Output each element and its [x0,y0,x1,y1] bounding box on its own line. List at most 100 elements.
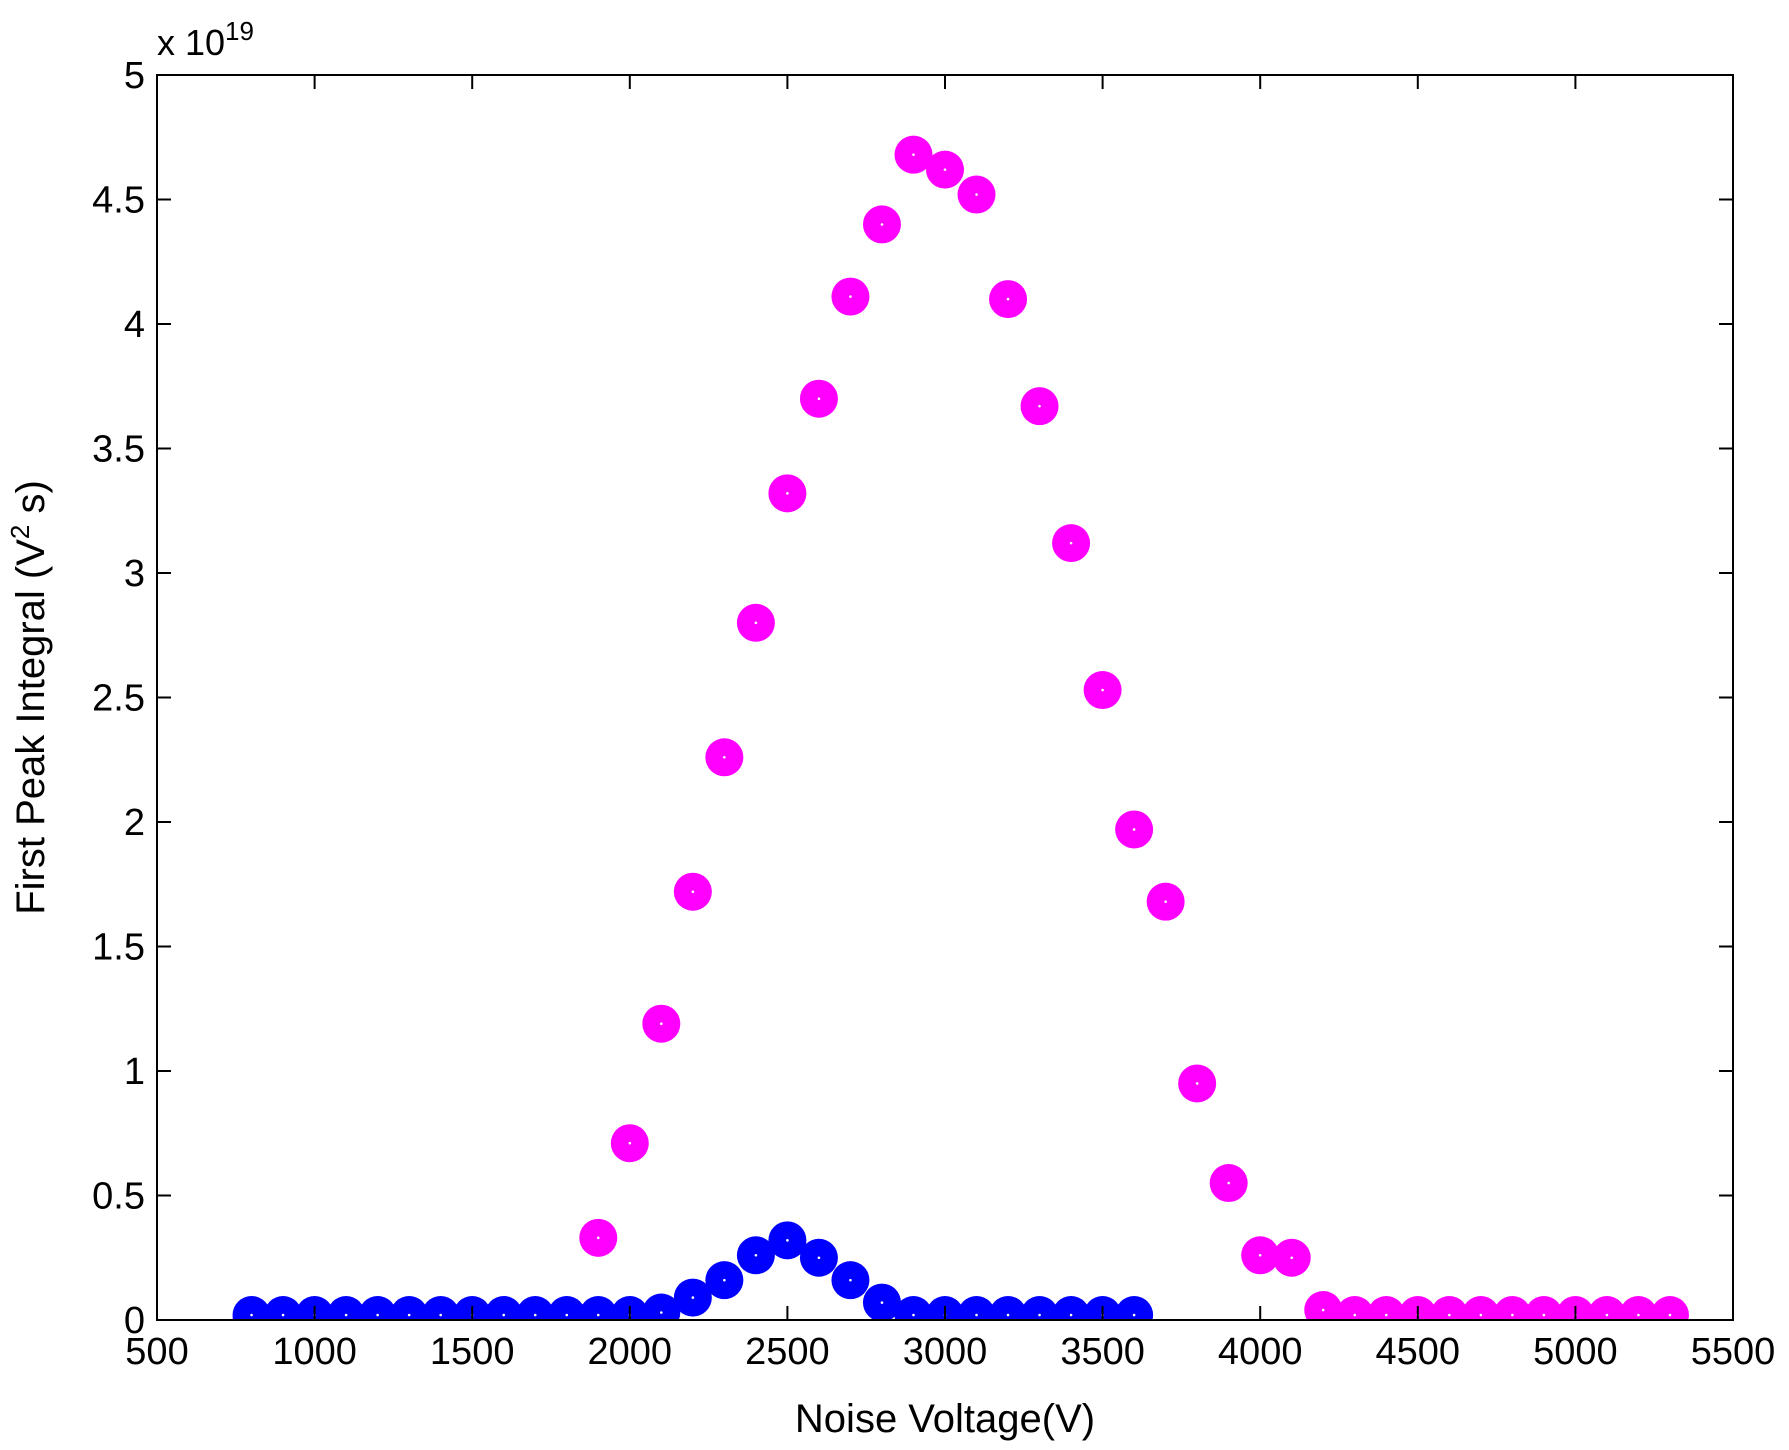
y-axis-multiplier-exponent: 19 [225,16,254,46]
x-tick-label: 3000 [903,1331,988,1373]
y-tick-label: 4.5 [92,180,145,222]
data-point-center [1605,1313,1609,1317]
data-point-center [754,621,758,625]
y-tick-label: 1.5 [92,927,145,969]
data-point-center [1227,1181,1230,1185]
x-tick-label: 2500 [745,1331,830,1373]
data-point-center [1290,1256,1294,1260]
y-tick-label: 2.5 [92,678,145,720]
data-point-center [1542,1313,1546,1317]
y-tick-label: 0.5 [92,1176,145,1218]
data-point-center [817,397,821,401]
data-point [1430,1296,1469,1320]
data-point-center [691,1296,695,1299]
data-point [1367,1296,1406,1320]
data-point-center [1353,1313,1357,1317]
data-point-center [439,1313,442,1317]
y-tick-label: 1 [124,1051,145,1093]
data-point-center [1479,1313,1483,1317]
y-tick-label: 3 [124,553,145,595]
data-point [421,1296,460,1320]
data-point-center [660,1311,663,1314]
data-point-center [1384,1313,1388,1317]
data-point-center [849,295,852,298]
data-point [1304,1291,1343,1320]
data-point-center [1448,1313,1451,1317]
x-tick-label: 5500 [1691,1331,1776,1373]
series-1 [232,1221,1154,1320]
data-point-center [1132,828,1136,831]
axes: 500 1000 1500 2000 2500 3000 3500 4000 4500 5000 5… [92,55,1775,1373]
y-tick-label: 0 [124,1300,145,1342]
data-point-center [1069,541,1073,545]
data-point-center [565,1313,569,1317]
data-point-center [786,492,789,495]
data-point-center [1006,297,1010,301]
x-tick-label: 5000 [1533,1331,1618,1373]
y-axis-label-tail: s) [9,480,53,524]
data-point-center [660,1022,663,1025]
data-point [894,1296,933,1320]
x-tick-label: 4000 [1218,1331,1303,1373]
data-point-center [943,168,947,171]
axes-frame [156,74,1734,1321]
data-point [957,1296,996,1320]
data-point-center [754,1253,758,1257]
y-tick-label: 4 [124,304,145,346]
data-point-center [1258,1253,1262,1257]
data-point-center [786,1239,789,1242]
data-point [579,1296,618,1320]
data-point-center [1164,900,1167,903]
y-axis-ticks: 0 0.5 1 1.5 2 2.5 3 3.5 4 4.5 5 [92,55,1733,1342]
data-point [390,1296,429,1320]
data-point-center [407,1313,411,1317]
data-point-center [628,1141,632,1145]
x-tick-label: 1500 [430,1331,515,1373]
data-point [1461,1296,1500,1320]
data-point [358,1296,397,1320]
data-point [1524,1296,1563,1320]
data-point-center [281,1313,285,1317]
data-point-center [1511,1313,1514,1317]
data-point-center [912,1313,915,1317]
data-point-center [912,153,915,156]
data-point-center [880,1301,884,1304]
data-point-center [975,193,978,196]
data-point [547,1296,586,1320]
data-point-center [1069,1313,1073,1317]
data-point-center [533,1313,537,1317]
data-point [1619,1296,1658,1320]
data-point-center [1195,1082,1199,1085]
data-point [1335,1296,1374,1320]
x-tick-label: 2000 [588,1331,673,1373]
x-tick-label: 1000 [272,1331,357,1373]
data-point [484,1296,523,1320]
data-point-center [1132,1313,1136,1317]
x-tick-label: 3500 [1060,1331,1145,1373]
data-point-center [1668,1313,1672,1317]
data-point-center [849,1278,852,1282]
y-tick-label: 2 [124,802,145,844]
y-axis-multiplier: x 1019 [157,16,254,63]
data-point [1650,1296,1689,1320]
x-tick-label: 4500 [1376,1331,1461,1373]
series-0 [232,135,1689,1320]
data-point-center [344,1313,348,1317]
data-point-center [723,1278,726,1282]
data-point [327,1296,366,1320]
data-point [232,1296,271,1320]
data-point-center [376,1313,379,1317]
data-point-center [975,1313,978,1317]
data-point-center [596,1313,600,1317]
y-axis-label-superscript: 2 [5,525,35,539]
y-axis-label: First Peak Integral (V2 s) [5,480,53,915]
x-axis-ticks: 500 1000 1500 2000 2500 3000 3500 4000 4500 5000 5… [125,75,1775,1373]
data-point [1052,1296,1091,1320]
data-point-center [502,1313,506,1317]
data-point [1020,1296,1059,1320]
y-tick-label: 5 [124,55,145,97]
data-point-center [596,1236,600,1240]
y-axis-multiplier-base: x 10 [157,22,225,63]
data-point-center [1321,1308,1325,1312]
